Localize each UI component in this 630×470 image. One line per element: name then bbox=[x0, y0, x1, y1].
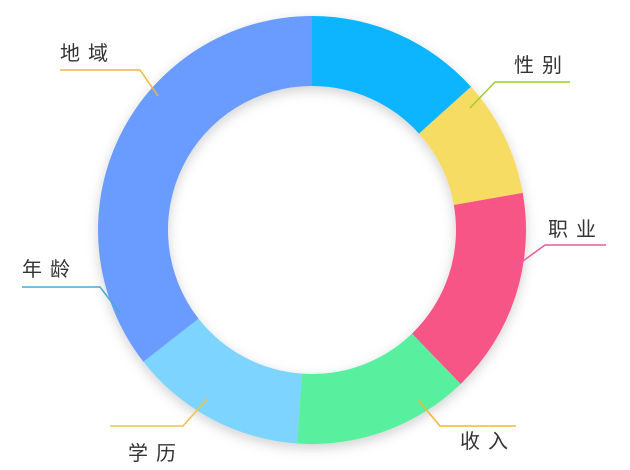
leader-line-5 bbox=[60, 70, 158, 96]
leader-line-4 bbox=[22, 287, 120, 313]
slice-label-5: 地域 bbox=[60, 41, 116, 65]
slice-5[interactable] bbox=[98, 16, 312, 362]
slice-label-2: 收入 bbox=[460, 429, 516, 453]
donut-slices bbox=[98, 16, 526, 444]
slice-label-4: 年龄 bbox=[22, 257, 78, 281]
slice-label-1: 职业 bbox=[548, 217, 604, 241]
slice-label-3: 学历 bbox=[128, 441, 184, 465]
slice-label-0: 性别 bbox=[514, 53, 570, 77]
